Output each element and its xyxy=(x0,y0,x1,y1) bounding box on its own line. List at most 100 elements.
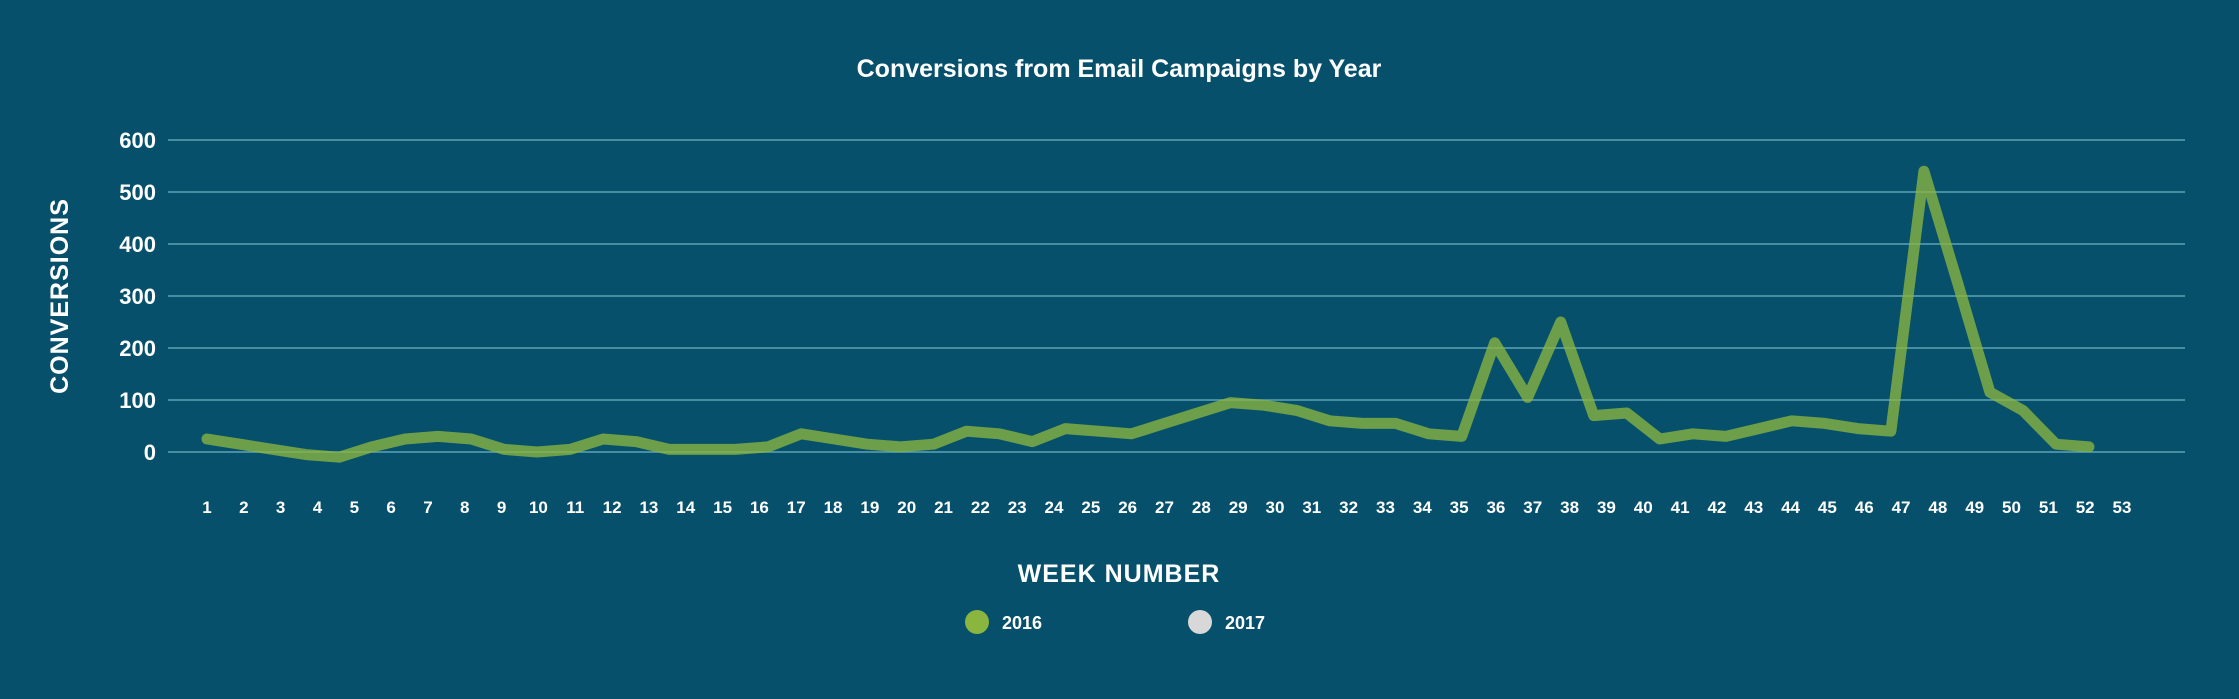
x-tick-46: 46 xyxy=(1855,498,1874,517)
point-2016-33[interactable] xyxy=(1292,405,1302,415)
point-2016-43[interactable] xyxy=(1622,408,1632,418)
point-2016-11[interactable] xyxy=(565,444,575,454)
x-tick-4: 4 xyxy=(313,498,323,517)
x-tick-43: 43 xyxy=(1744,498,1763,517)
point-2016-47[interactable] xyxy=(1754,424,1764,434)
point-2016-55[interactable] xyxy=(2018,405,2028,415)
grid-layer xyxy=(168,139,2185,453)
point-2016-0[interactable] xyxy=(202,434,212,444)
legend: 2016 2017 xyxy=(965,610,1265,634)
point-2016-36[interactable] xyxy=(1391,418,1401,428)
point-2016-2[interactable] xyxy=(268,444,278,454)
point-2016-32[interactable] xyxy=(1259,400,1269,410)
point-2016-50[interactable] xyxy=(1853,424,1863,434)
x-tick-5: 5 xyxy=(350,498,359,517)
point-2016-41[interactable] xyxy=(1556,317,1566,327)
x-tick-8: 8 xyxy=(460,498,469,517)
x-tick-7: 7 xyxy=(423,498,432,517)
y-tick-600: 600 xyxy=(119,128,156,153)
point-2016-17[interactable] xyxy=(763,442,773,452)
point-2016-39[interactable] xyxy=(1490,338,1500,348)
x-tick-49: 49 xyxy=(1965,498,1984,517)
point-2016-34[interactable] xyxy=(1325,416,1335,426)
point-2016-4[interactable] xyxy=(334,452,344,462)
y-tick-300: 300 xyxy=(119,284,156,309)
point-2016-15[interactable] xyxy=(697,444,707,454)
point-2016-19[interactable] xyxy=(829,434,839,444)
x-tick-32: 32 xyxy=(1339,498,1358,517)
point-2016-45[interactable] xyxy=(1688,429,1698,439)
y-tick-200: 200 xyxy=(119,336,156,361)
x-tick-3: 3 xyxy=(276,498,285,517)
point-2016-12[interactable] xyxy=(598,434,608,444)
x-tick-51: 51 xyxy=(2039,498,2058,517)
x-tick-39: 39 xyxy=(1597,498,1616,517)
point-2016-31[interactable] xyxy=(1226,398,1236,408)
point-2016-54[interactable] xyxy=(1985,387,1995,397)
x-tick-18: 18 xyxy=(824,498,843,517)
x-tick-6: 6 xyxy=(386,498,395,517)
point-2016-6[interactable] xyxy=(400,434,410,444)
point-2016-3[interactable] xyxy=(301,450,311,460)
x-tick-40: 40 xyxy=(1634,498,1653,517)
point-2016-1[interactable] xyxy=(235,439,245,449)
point-2016-24[interactable] xyxy=(994,429,1004,439)
point-2016-26[interactable] xyxy=(1060,424,1070,434)
point-2016-10[interactable] xyxy=(532,447,542,457)
x-tick-35: 35 xyxy=(1450,498,1469,517)
x-tick-11: 11 xyxy=(566,498,584,517)
x-tick-52: 52 xyxy=(2076,498,2095,517)
point-2016-25[interactable] xyxy=(1027,437,1037,447)
legend-marker-2017[interactable] xyxy=(1188,610,1212,634)
point-2016-18[interactable] xyxy=(796,429,806,439)
point-2016-40[interactable] xyxy=(1523,392,1533,402)
point-2016-5[interactable] xyxy=(367,442,377,452)
x-tick-41: 41 xyxy=(1671,498,1690,517)
point-2016-48[interactable] xyxy=(1787,416,1797,426)
point-2016-22[interactable] xyxy=(928,439,938,449)
point-2016-14[interactable] xyxy=(664,444,674,454)
x-tick-36: 36 xyxy=(1486,498,1505,517)
point-2016-9[interactable] xyxy=(499,444,509,454)
point-2016-29[interactable] xyxy=(1160,418,1170,428)
point-2016-13[interactable] xyxy=(631,437,641,447)
point-2016-20[interactable] xyxy=(862,439,872,449)
legend-label-2017[interactable]: 2017 xyxy=(1225,613,1265,633)
series-line-2016[interactable] xyxy=(201,165,2095,463)
x-tick-45: 45 xyxy=(1818,498,1837,517)
point-2016-30[interactable] xyxy=(1193,408,1203,418)
point-2016-56[interactable] xyxy=(2051,439,2061,449)
x-tick-1: 1 xyxy=(202,498,211,517)
point-2016-38[interactable] xyxy=(1457,431,1467,441)
x-tick-12: 12 xyxy=(603,498,622,517)
legend-label-2016[interactable]: 2016 xyxy=(1002,613,1042,633)
point-2016-16[interactable] xyxy=(730,444,740,454)
x-tick-23: 23 xyxy=(1008,498,1027,517)
point-2016-44[interactable] xyxy=(1655,434,1665,444)
x-tick-2: 2 xyxy=(239,498,248,517)
point-2016-51[interactable] xyxy=(1886,426,1896,436)
point-2016-23[interactable] xyxy=(961,426,971,436)
point-2016-27[interactable] xyxy=(1094,426,1104,436)
point-2016-49[interactable] xyxy=(1820,418,1830,428)
x-tick-29: 29 xyxy=(1229,498,1248,517)
x-tick-17: 17 xyxy=(787,498,806,517)
point-2016-28[interactable] xyxy=(1127,429,1137,439)
point-2016-37[interactable] xyxy=(1424,429,1434,439)
series-layer xyxy=(201,165,2095,463)
point-2016-53[interactable] xyxy=(1952,275,1962,285)
x-tick-34: 34 xyxy=(1413,498,1432,517)
x-tick-24: 24 xyxy=(1045,498,1064,517)
point-2016-35[interactable] xyxy=(1358,418,1368,428)
point-2016-46[interactable] xyxy=(1721,431,1731,441)
legend-marker-2016[interactable] xyxy=(965,610,989,634)
point-2016-52[interactable] xyxy=(1919,166,1929,176)
point-2016-7[interactable] xyxy=(433,431,443,441)
point-2016-42[interactable] xyxy=(1589,411,1599,421)
point-2016-8[interactable] xyxy=(466,434,476,444)
point-2016-21[interactable] xyxy=(895,442,905,452)
x-tick-26: 26 xyxy=(1118,498,1137,517)
y-tick-500: 500 xyxy=(119,180,156,205)
point-2016-57[interactable] xyxy=(2084,442,2094,452)
x-tick-16: 16 xyxy=(750,498,769,517)
